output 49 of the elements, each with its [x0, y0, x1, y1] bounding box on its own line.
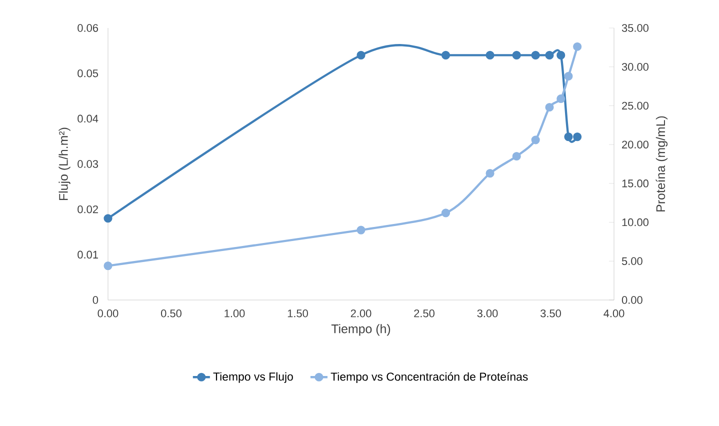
x-tick-label: 2.00	[350, 310, 372, 318]
point	[441, 208, 450, 218]
point	[573, 132, 582, 142]
y-tick-label: 0.03	[78, 160, 98, 168]
point	[512, 152, 521, 161]
x-tick-label: 3.00	[477, 310, 498, 318]
point	[531, 50, 540, 60]
point	[356, 50, 366, 60]
point	[556, 94, 566, 103]
y-axis-title: Flujo (L/h.m²)	[58, 128, 70, 200]
y-tick-label: 0.02	[78, 205, 98, 214]
point	[104, 214, 112, 223]
y2-tick-label: 5.00	[622, 257, 642, 266]
x-tick-label: 1.50	[288, 310, 308, 318]
point	[512, 50, 521, 60]
y2-axis-title: Proteína (mg/mL)	[656, 116, 668, 212]
y-tick-label: 0.01	[78, 250, 98, 259]
point	[531, 136, 540, 144]
point	[545, 102, 554, 112]
y-tick-label: 0	[92, 296, 98, 304]
point	[441, 50, 450, 60]
x-tick-label: 2.50	[414, 310, 434, 318]
y-tick-label: 0.06	[78, 24, 98, 32]
y-tick-label: 0.04	[78, 114, 98, 123]
y2-tick-label: 30.00	[622, 62, 648, 71]
point	[573, 42, 582, 51]
y2-tick-label: 25.00	[622, 102, 648, 110]
x-tick-label: 0.50	[161, 310, 182, 318]
y-tick-label: 0.05	[78, 69, 98, 78]
legend-label: Tiempo vs Concentración de Proteínas	[330, 372, 528, 383]
legend-label: Tiempo vs Flujo	[213, 372, 293, 383]
point	[564, 72, 573, 80]
y2-tick-label: 15.00	[622, 180, 648, 188]
y2-tick-label: 35.00	[622, 24, 648, 32]
x-tick-label: 0.00	[98, 310, 118, 318]
y2-tick-label: 20.00	[622, 140, 648, 148]
x-tick-label: 4.00	[604, 310, 624, 318]
y2-tick-label: 10.00	[622, 218, 648, 226]
x-axis-title: Tiempo (h)	[331, 324, 390, 336]
point	[564, 132, 573, 142]
point	[104, 262, 112, 270]
x-tick-label: 1.00	[224, 310, 245, 318]
point	[486, 169, 494, 178]
point	[556, 50, 566, 60]
y2-tick-label: 0.00	[622, 296, 642, 304]
x-tick-label: 3.50	[540, 310, 561, 318]
point	[545, 50, 554, 60]
point	[486, 50, 494, 60]
point	[356, 226, 366, 234]
